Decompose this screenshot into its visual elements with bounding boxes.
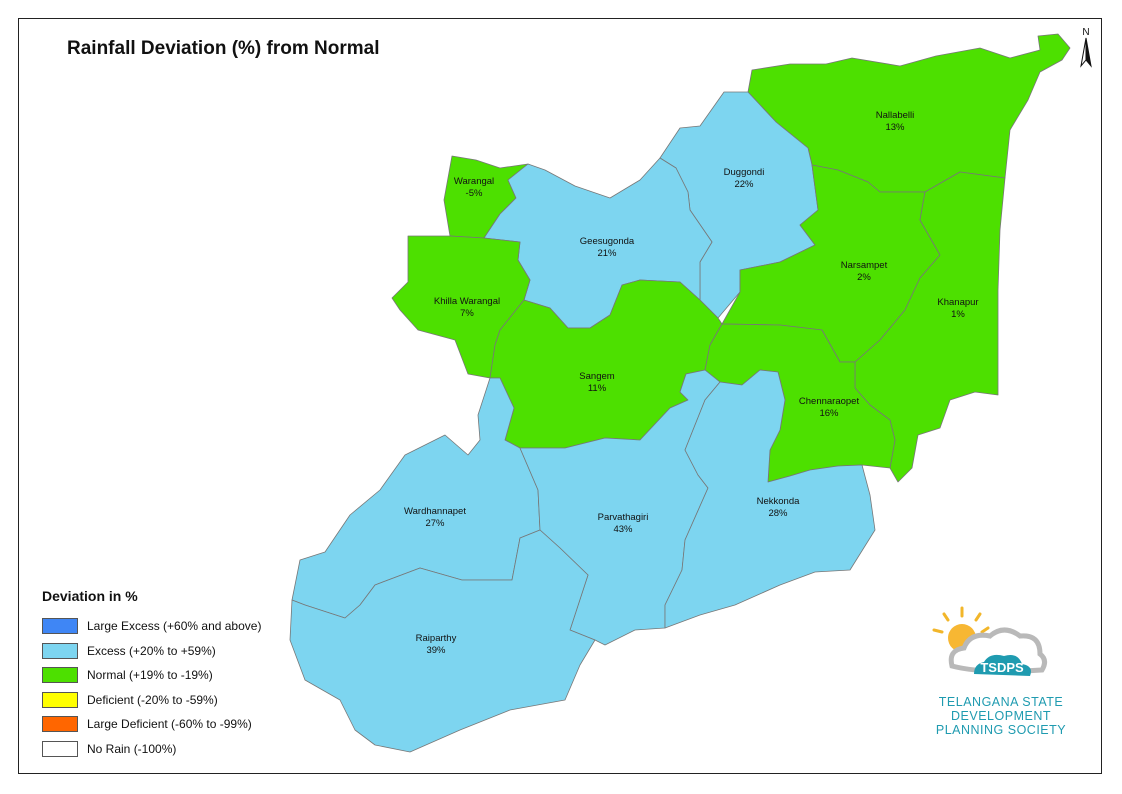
label-raiparthy: Raiparthy 39% xyxy=(416,633,457,656)
legend-label: Large Deficient (-60% to -99%) xyxy=(87,717,252,732)
legend-swatch xyxy=(42,740,78,757)
legend-item-excess: Excess (+20% to +59%) xyxy=(42,639,261,664)
legend-swatch xyxy=(42,691,78,708)
label-geesugonda: Geesugonda 21% xyxy=(580,236,635,259)
label-khanapur: Khanapur 1% xyxy=(937,297,978,320)
legend-label: Excess (+20% to +59%) xyxy=(87,643,216,658)
legend-label: Normal (+19% to -19%) xyxy=(87,668,213,683)
north-label: N xyxy=(1082,27,1089,38)
label-warangal: Warangal -5% xyxy=(454,176,494,199)
legend-item-large-excess: Large Excess (+60% and above) xyxy=(42,614,261,639)
legend-item-normal: Normal (+19% to -19%) xyxy=(42,663,261,688)
label-nekkonda: Nekkonda 28% xyxy=(757,496,800,519)
label-chennaraopet: Chennaraopet 16% xyxy=(799,396,860,419)
legend-swatch xyxy=(42,642,78,659)
sun-cloud-icon: TSDPS xyxy=(932,606,1048,676)
tsdps-logo: TSDPS TELANGANA STATE DEVELOPMENT PLANNI… xyxy=(922,604,1080,746)
logo-line-3: PLANNING SOCIETY xyxy=(935,723,1067,737)
label-narsampet: Narsampet 2% xyxy=(841,260,888,283)
legend: Deviation in % Large Excess (+60% and ab… xyxy=(42,588,261,761)
legend-label: Deficient (-20% to -59%) xyxy=(87,692,218,707)
label-duggondi: Duggondi 22% xyxy=(724,167,765,190)
mandal-nekkonda[interactable] xyxy=(664,369,876,629)
label-nallabelli: Nallabelli 13% xyxy=(876,110,915,133)
legend-swatch xyxy=(42,667,78,684)
label-khilla-warangal: Khilla Warangal 7% xyxy=(434,296,500,319)
north-arrow-icon: N xyxy=(1080,27,1092,68)
map-title: Rainfall Deviation (%) from Normal xyxy=(67,38,380,59)
legend-item-large-deficient: Large Deficient (-60% to -99%) xyxy=(42,712,261,737)
logo-line-1: TELANGANA STATE xyxy=(938,695,1064,709)
logo-line-2: DEVELOPMENT xyxy=(951,709,1051,723)
legend-label: No Rain (-100%) xyxy=(87,741,177,756)
label-sangem: Sangem 11% xyxy=(579,371,614,394)
mandal-raiparthy[interactable] xyxy=(289,529,596,753)
legend-swatch xyxy=(42,618,78,635)
legend-label: Large Excess (+60% and above) xyxy=(87,619,262,634)
label-wardhannapet: Wardhannapet 27% xyxy=(404,506,466,529)
legend-title: Deviation in % xyxy=(42,588,138,604)
logo-acronym: TSDPS xyxy=(980,660,1024,675)
legend-item-no-rain: No Rain (-100%) xyxy=(42,737,261,762)
legend-swatch xyxy=(42,716,78,733)
mandal-khanapur[interactable] xyxy=(854,171,1006,483)
legend-item-deficient: Deficient (-20% to -59%) xyxy=(42,688,261,713)
label-parvathagiri: Parvathagiri 43% xyxy=(598,512,649,535)
